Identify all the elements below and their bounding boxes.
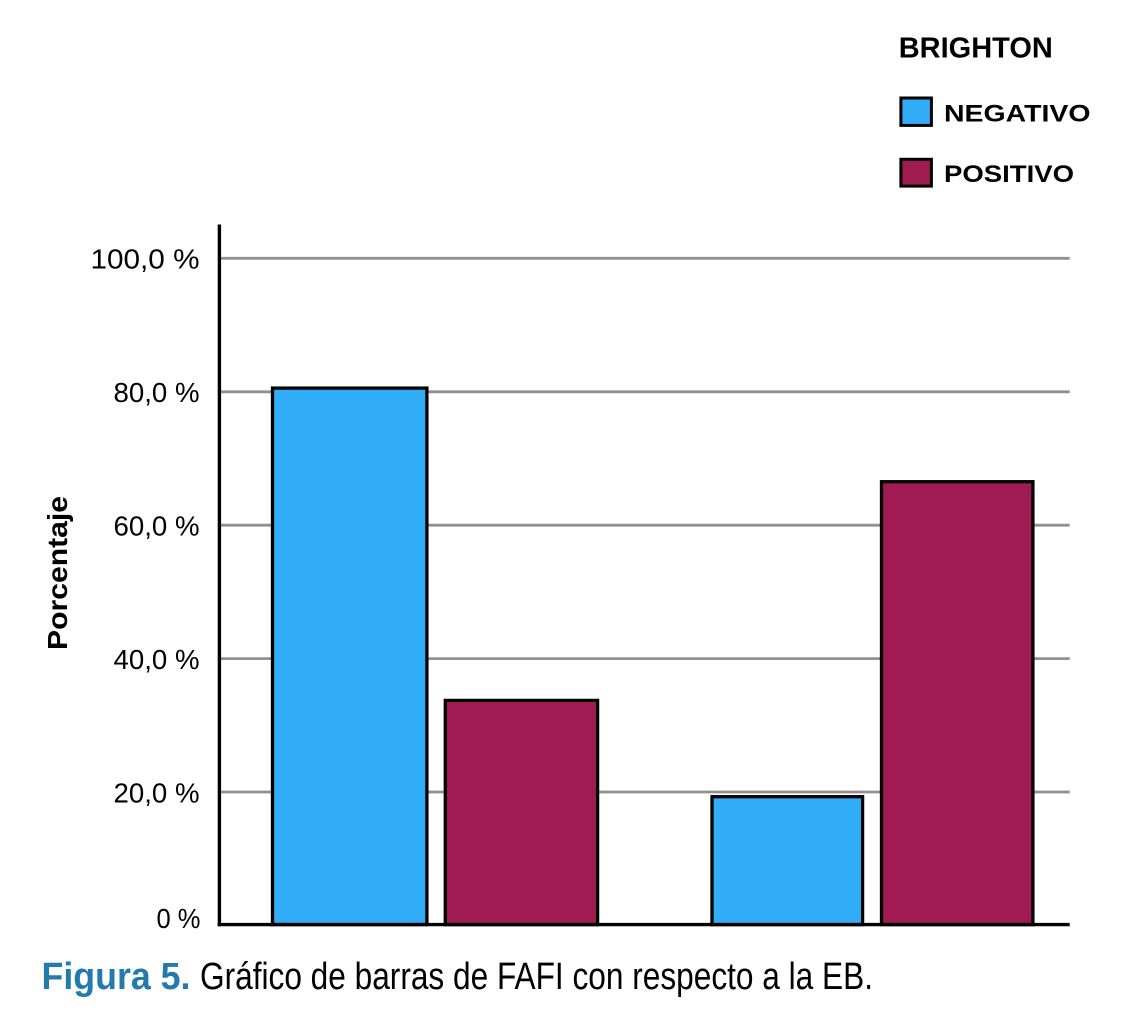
svg-text:POSITIVO: POSITIVO — [944, 161, 1074, 188]
svg-text:100,0 %: 100,0 % — [91, 244, 200, 275]
svg-text:80,0 %: 80,0 % — [114, 377, 200, 408]
svg-text:20,0 %: 20,0 % — [114, 777, 200, 808]
svg-text:0 %: 0 % — [157, 903, 201, 934]
svg-text:NEGATIVO: NEGATIVO — [944, 100, 1091, 127]
svg-text:60,0 %: 60,0 % — [114, 511, 200, 542]
svg-text:40,0 %: 40,0 % — [114, 644, 200, 675]
svg-text:Porcentaje: Porcentaje — [42, 496, 73, 650]
svg-text:Figura 5.: Figura 5. — [42, 956, 191, 998]
svg-text:Gráfico de barras de FAFI con: Gráfico de barras de FAFI con respecto a… — [200, 956, 873, 998]
svg-text:BRIGHTON: BRIGHTON — [899, 33, 1053, 65]
